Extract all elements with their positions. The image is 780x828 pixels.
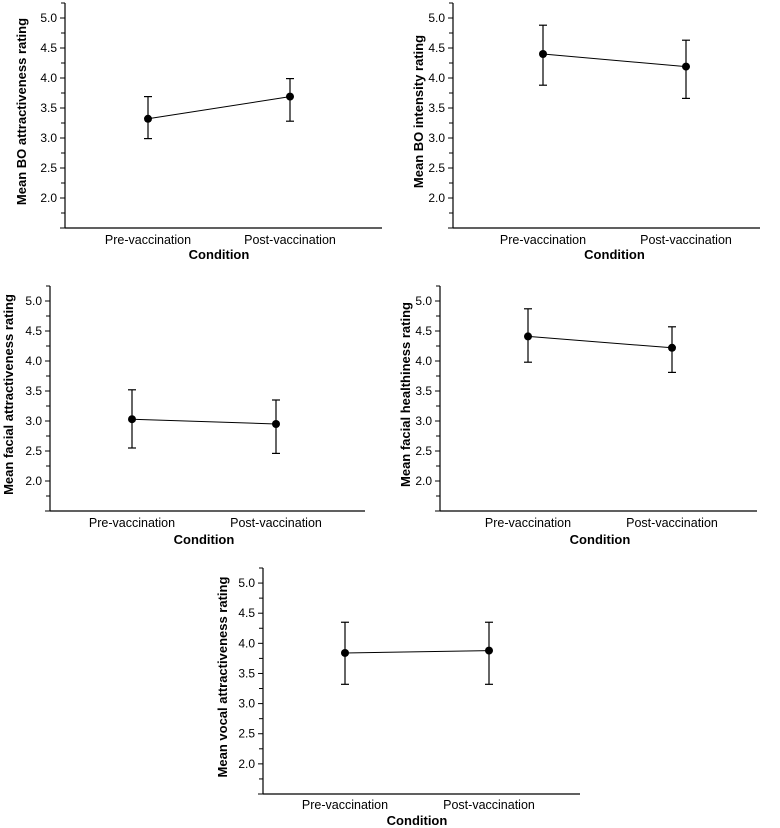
y-tick-label: 4.5: [40, 41, 57, 55]
y-tick-label: 3.5: [415, 384, 432, 398]
y-tick-label: 5.0: [415, 294, 432, 308]
data-point: [682, 62, 690, 71]
y-tick-label: 4.0: [40, 71, 57, 85]
x-axis-title: Condition: [174, 532, 235, 547]
data-point: [539, 50, 547, 58]
x-category-label: Post-vaccination: [640, 233, 732, 247]
x-category-label: Pre-vaccination: [105, 233, 191, 247]
data-point: [668, 343, 676, 352]
y-tick-label: 2.5: [25, 444, 42, 458]
y-tick-label: 4.5: [25, 324, 42, 338]
y-tick-label: 2.0: [238, 757, 255, 771]
x-axis-title: Condition: [584, 247, 645, 262]
x-category-label: Post-vaccination: [230, 516, 322, 530]
y-tick-label: 4.5: [415, 324, 432, 338]
x-axis-title: Condition: [570, 532, 631, 547]
x-category-label: Pre-vaccination: [302, 798, 388, 812]
y-tick-label: 2.5: [40, 161, 57, 175]
y-tick-label: 2.5: [428, 161, 445, 175]
y-tick-label: 3.0: [238, 697, 255, 711]
y-tick-label: 4.5: [238, 606, 255, 620]
y-tick-label: 4.0: [25, 354, 42, 368]
y-tick-label: 2.5: [238, 727, 255, 741]
y-tick-label: 3.5: [428, 101, 445, 115]
y-axis-title: Mean BO attractiveness rating: [14, 18, 29, 205]
series-line: [344, 650, 490, 654]
x-category-label: Post-vaccination: [244, 233, 336, 247]
y-tick-label: 3.0: [25, 414, 42, 428]
chart-panel-3: 5.0 4.5 4.0 3.5 3.0 2.5 2.0 Pre-vaccination Post…: [1, 285, 365, 547]
chart-panel-2: 5.0 4.5 4.0 3.5 3.0 2.5 2.0 Pre-vaccination Post…: [411, 2, 760, 262]
y-tick-label: 4.0: [415, 354, 432, 368]
y-tick-label: 3.0: [40, 131, 57, 145]
y-tick-label: 5.0: [40, 11, 57, 25]
x-category-label: Pre-vaccination: [500, 233, 586, 247]
series-line: [131, 418, 277, 425]
y-tick-label: 3.5: [238, 666, 255, 680]
x-category-label: Post-vaccination: [626, 516, 718, 530]
series-line: [147, 96, 291, 120]
data-point: [286, 92, 294, 101]
x-category-label: Post-vaccination: [443, 798, 535, 812]
y-tick-label: 2.0: [25, 474, 42, 488]
y-tick-label: 2.0: [428, 191, 445, 205]
y-axis-title: Mean BO intensity rating: [411, 35, 426, 188]
y-tick-label: 2.0: [40, 191, 57, 205]
data-point: [128, 415, 136, 424]
y-tick-label: 5.0: [25, 294, 42, 308]
y-tick-label: 3.5: [40, 101, 57, 115]
y-tick-label: 3.5: [25, 384, 42, 398]
y-tick-label: 2.0: [415, 474, 432, 488]
x-axis-title: Condition: [387, 813, 448, 828]
y-tick-label: 4.5: [428, 41, 445, 55]
y-axis-title: Mean vocal attractiveness rating: [215, 577, 230, 778]
y-tick-label: 5.0: [238, 576, 255, 590]
y-tick-label: 3.0: [415, 414, 432, 428]
y-tick-label: 4.0: [238, 636, 255, 650]
chart-panel-1: 5.0 4.5 4.0 3.5 3.0 2.5 2.0 Pre-vaccination Post…: [14, 2, 382, 262]
chart-panel-4: 5.0 4.5 4.0 3.5 3.0 2.5 2.0 Pre-vaccination Post…: [398, 285, 757, 547]
data-point: [524, 332, 532, 341]
y-tick-label: 4.0: [428, 71, 445, 85]
x-category-label: Pre-vaccination: [89, 516, 175, 530]
data-point: [341, 648, 349, 657]
chart-panel-5: 5.0 4.5 4.0 3.5 3.0 2.5 2.0 Pre-vaccination Post…: [215, 567, 580, 828]
series-line: [527, 335, 673, 349]
y-tick-label: 2.5: [415, 444, 432, 458]
y-axis-title: Mean facial healthiness rating: [398, 302, 413, 487]
y-axis-title: Mean facial attractiveness rating: [1, 294, 16, 495]
x-axis-title: Condition: [189, 247, 250, 262]
data-point: [485, 646, 493, 655]
x-category-label: Pre-vaccination: [485, 516, 571, 530]
y-tick-label: 3.0: [428, 131, 445, 145]
series-line: [542, 53, 687, 68]
data-point: [144, 114, 152, 123]
y-tick-label: 5.0: [428, 11, 445, 25]
data-point: [272, 420, 280, 428]
